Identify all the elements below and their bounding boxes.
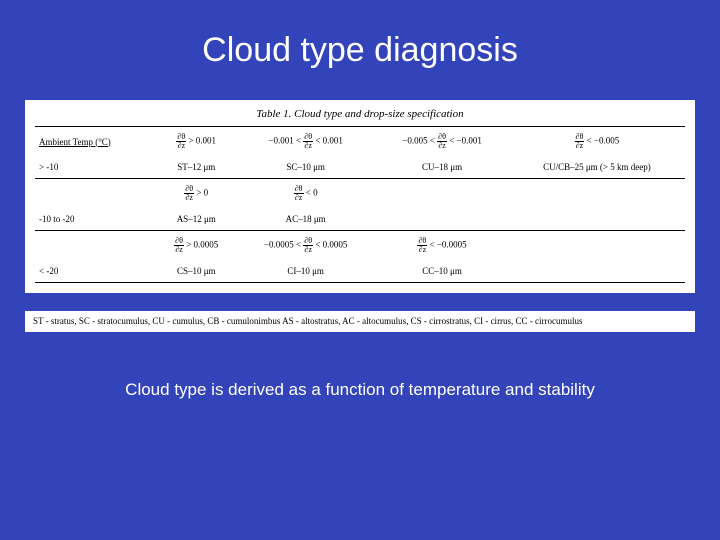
s2-cond2: ∂θ∂z < 0 xyxy=(236,179,375,209)
col-ambient-temp: Ambient Temp (°C) xyxy=(35,127,157,157)
footer-area: Cloud type is derived as a function of t… xyxy=(0,380,720,400)
s3-cond2: −0.0005 < ∂θ∂z < 0.0005 xyxy=(236,231,375,261)
s1-temp: > -10 xyxy=(35,156,157,179)
s1-cond3: −0.005 < ∂θ∂z < −0.001 xyxy=(375,127,508,157)
title-area: Cloud type diagnosis xyxy=(0,0,720,100)
s1-cond4: ∂θ∂z < −0.005 xyxy=(509,127,685,157)
legend-text: ST - stratus, SC - stratocumulus, CU - c… xyxy=(25,311,695,332)
table-caption: Table 1. Cloud type and drop-size specif… xyxy=(35,108,685,120)
footer-text: Cloud type is derived as a function of t… xyxy=(0,380,720,400)
s1-v2: SC–10 μm xyxy=(236,156,375,179)
s1-cond2: −0.001 < ∂θ∂z < 0.001 xyxy=(236,127,375,157)
s3-temp: < -20 xyxy=(35,260,157,283)
s1-v4: CU/CB–25 μm (> 5 km deep) xyxy=(509,156,685,179)
s2-temp: -10 to -20 xyxy=(35,208,157,231)
s1-v3: CU–18 μm xyxy=(375,156,508,179)
s3-cond3: ∂θ∂z < −0.0005 xyxy=(375,231,508,261)
s2-v2: AC–18 μm xyxy=(236,208,375,231)
s3-v1: CS–10 μm xyxy=(157,260,236,283)
s1-v1: ST–12 μm xyxy=(157,156,236,179)
s2-cond1: ∂θ∂z > 0 xyxy=(157,179,236,209)
legend-container: ST - stratus, SC - stratocumulus, CU - c… xyxy=(25,311,695,332)
s3-v2: CI–10 μm xyxy=(236,260,375,283)
s3-v3: CC–10 μm xyxy=(375,260,508,283)
cloud-type-table: Ambient Temp (°C) ∂θ∂z > 0.001 −0.001 < … xyxy=(35,126,685,283)
s1-cond1: ∂θ∂z > 0.001 xyxy=(157,127,236,157)
s3-cond1: ∂θ∂z > 0.0005 xyxy=(157,231,236,261)
page-title: Cloud type diagnosis xyxy=(202,31,518,70)
s2-v1: AS–12 μm xyxy=(157,208,236,231)
table-container: Table 1. Cloud type and drop-size specif… xyxy=(25,100,695,293)
